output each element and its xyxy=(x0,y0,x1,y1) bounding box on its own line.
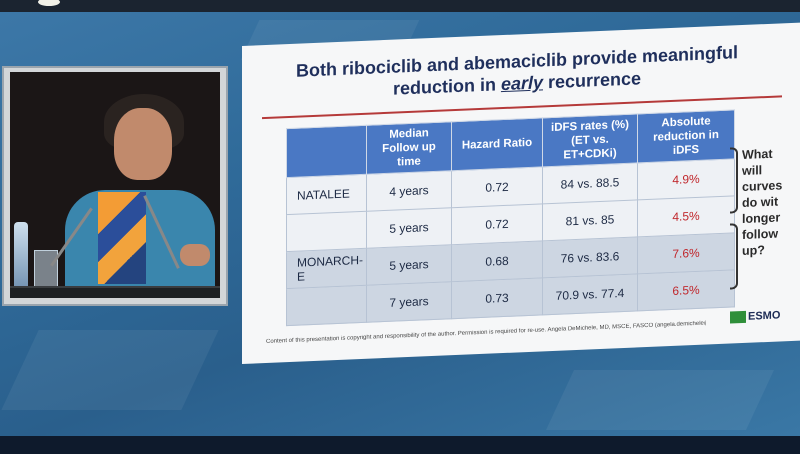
title-text: recurrence xyxy=(542,68,642,93)
reduction-cell: 4.5% xyxy=(637,195,735,237)
idfs-cell: 76 vs. 83.6 xyxy=(542,236,638,278)
idfs-cell: 84 vs. 88.5 xyxy=(542,162,638,204)
followup-cell: 7 years xyxy=(366,281,452,323)
ceiling-light xyxy=(38,0,60,6)
followup-cell: 5 years xyxy=(366,207,452,249)
table-header-cell: Absolute reduction in iDFS xyxy=(637,109,735,163)
water-bottle xyxy=(14,222,28,292)
table-header-cell xyxy=(286,125,367,178)
right-bracket xyxy=(730,223,738,290)
backdrop-facet xyxy=(1,330,219,410)
trial-name: NATALEE xyxy=(286,174,367,215)
hazard-ratio-cell: 0.68 xyxy=(451,240,543,282)
speaker-video-screen xyxy=(4,68,226,304)
title-text: reduction in xyxy=(392,74,501,99)
trial-name xyxy=(286,285,367,326)
right-bracket xyxy=(730,147,738,214)
table-header-cell: Median Follow up time xyxy=(366,121,452,175)
title-emphasis: early xyxy=(500,72,543,95)
idfs-cell: 70.9 vs. 77.4 xyxy=(542,273,638,315)
speaker-video xyxy=(10,72,220,298)
speaker-face xyxy=(114,108,172,180)
reduction-cell: 6.5% xyxy=(637,269,735,311)
reduction-cell: 7.6% xyxy=(637,232,735,274)
stage-floor-strip xyxy=(0,436,800,454)
podium xyxy=(10,286,220,298)
slide-title: Both ribociclib and abemaciclib provide … xyxy=(282,41,752,105)
table-header-cell: Hazard Ratio xyxy=(451,117,543,171)
table-header-cell: iDFS rates (%) (ET vs. ET+CDKi) xyxy=(542,113,638,167)
logo-text: ESMO xyxy=(748,309,781,323)
presentation-slide: Both ribociclib and abemaciclib provide … xyxy=(242,22,800,364)
backdrop-facet xyxy=(546,370,774,430)
trial-name xyxy=(286,211,367,252)
ceiling-strip xyxy=(0,0,800,12)
followup-cell: 4 years xyxy=(366,170,452,212)
hazard-ratio-cell: 0.73 xyxy=(451,277,543,319)
efficacy-table: Median Follow up time Hazard Ratio iDFS … xyxy=(286,109,735,326)
idfs-cell: 81 vs. 85 xyxy=(542,199,638,241)
side-question-line: up? xyxy=(742,243,765,259)
esmo-logo: ESMO xyxy=(730,309,781,324)
hazard-ratio-cell: 0.72 xyxy=(451,166,543,208)
followup-cell: 5 years xyxy=(366,244,452,286)
reduction-cell: 4.9% xyxy=(637,158,735,200)
trial-name: MONARCH-E xyxy=(286,248,367,289)
speaker-hand xyxy=(180,244,210,266)
congress-badge xyxy=(730,310,746,324)
hazard-ratio-cell: 0.72 xyxy=(451,203,543,245)
side-question: What will curves do wit longer follow up… xyxy=(742,145,800,259)
speaker-scarf xyxy=(98,192,146,284)
